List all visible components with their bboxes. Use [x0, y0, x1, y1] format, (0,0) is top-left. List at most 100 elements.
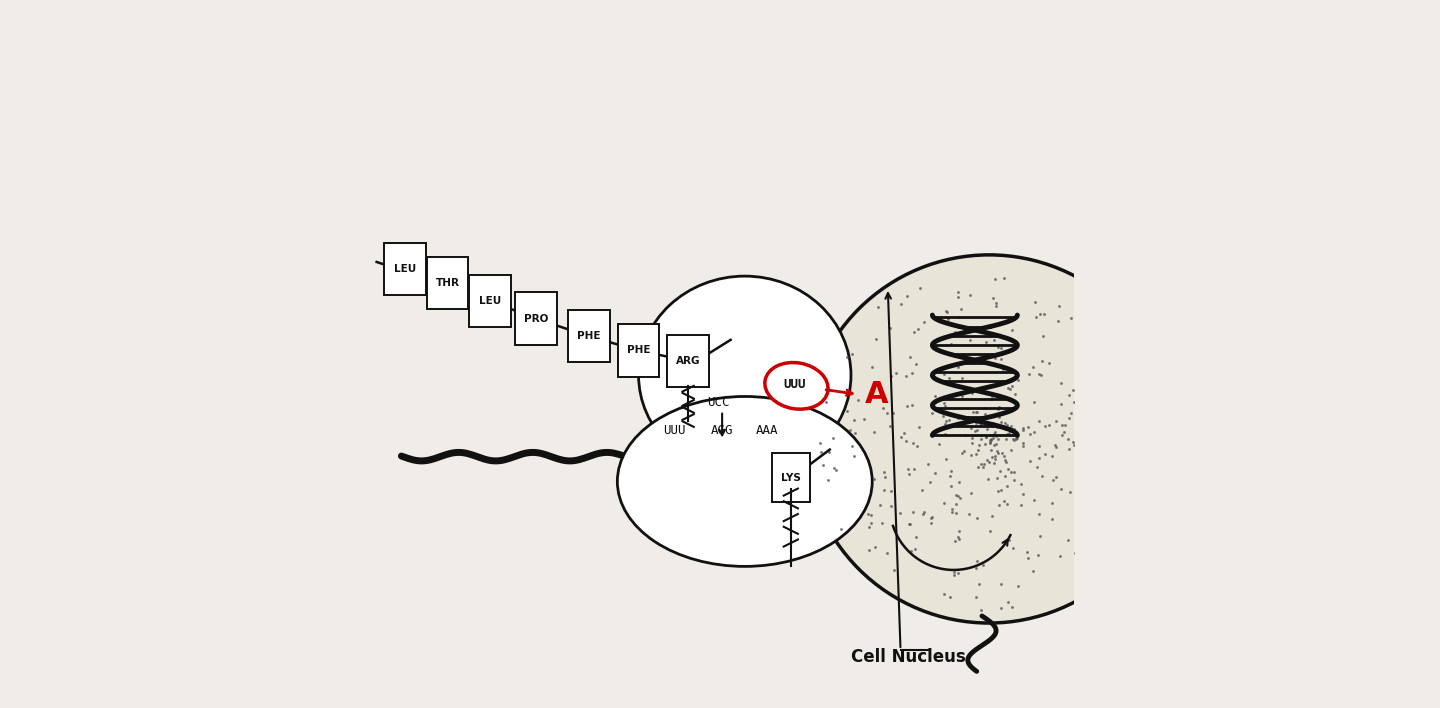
- Point: [1061, 384, 1084, 395]
- Point: [969, 605, 992, 616]
- Point: [1074, 362, 1097, 373]
- Point: [907, 422, 930, 433]
- Point: [979, 394, 1002, 405]
- Point: [965, 592, 988, 603]
- Point: [972, 414, 995, 426]
- Point: [999, 467, 1022, 478]
- Point: [985, 473, 1008, 484]
- Point: [939, 480, 962, 491]
- Text: UUU: UUU: [662, 424, 685, 437]
- Point: [1004, 433, 1027, 445]
- Point: [899, 352, 922, 363]
- Point: [996, 428, 1020, 440]
- Point: [900, 545, 923, 556]
- Point: [1102, 551, 1125, 562]
- Point: [1034, 421, 1057, 432]
- Point: [972, 416, 995, 427]
- Point: [995, 480, 1018, 491]
- Point: [989, 353, 1012, 365]
- Point: [933, 401, 956, 412]
- Point: [992, 364, 1015, 375]
- FancyBboxPatch shape: [469, 275, 511, 327]
- Point: [996, 596, 1020, 607]
- Point: [861, 361, 884, 372]
- Point: [880, 486, 903, 497]
- Point: [994, 417, 1017, 428]
- Text: PHE: PHE: [626, 346, 651, 355]
- Point: [890, 298, 913, 309]
- Point: [994, 450, 1017, 462]
- Point: [1047, 315, 1070, 326]
- Point: [927, 438, 950, 450]
- Point: [863, 541, 886, 552]
- Point: [1070, 355, 1093, 366]
- Point: [973, 408, 996, 419]
- Point: [1087, 404, 1110, 416]
- Point: [1110, 383, 1133, 394]
- Point: [816, 474, 840, 486]
- Point: [1022, 426, 1045, 438]
- Point: [1031, 331, 1054, 342]
- Point: [1053, 426, 1076, 438]
- Point: [901, 507, 924, 518]
- Point: [1058, 486, 1081, 498]
- Text: LYS: LYS: [780, 473, 801, 483]
- Point: [900, 367, 923, 379]
- Point: [1028, 508, 1051, 519]
- Point: [1081, 433, 1104, 444]
- Point: [1027, 440, 1050, 452]
- Point: [1070, 559, 1093, 571]
- Point: [1048, 551, 1071, 562]
- Point: [858, 544, 881, 556]
- Point: [988, 421, 1011, 433]
- Point: [868, 499, 891, 510]
- Point: [937, 372, 960, 384]
- Point: [1009, 499, 1032, 510]
- Point: [937, 420, 960, 431]
- Point: [981, 429, 1004, 440]
- Point: [937, 313, 960, 324]
- Point: [924, 467, 948, 479]
- Point: [822, 462, 845, 474]
- Point: [919, 476, 942, 488]
- Point: [972, 402, 995, 413]
- Point: [1011, 489, 1034, 500]
- Point: [982, 417, 1005, 428]
- Point: [948, 525, 971, 537]
- Point: [933, 497, 956, 508]
- Point: [988, 500, 1011, 511]
- Point: [979, 433, 1002, 444]
- Point: [1056, 534, 1079, 545]
- Point: [996, 382, 1020, 394]
- Point: [1041, 497, 1064, 508]
- Point: [1064, 547, 1087, 559]
- Point: [822, 432, 845, 443]
- Point: [901, 399, 924, 410]
- Point: [948, 312, 971, 323]
- Point: [920, 511, 943, 523]
- Point: [946, 567, 969, 578]
- Point: [935, 307, 958, 318]
- Point: [985, 300, 1008, 312]
- Point: [966, 555, 989, 566]
- Point: [920, 512, 943, 523]
- Text: A: A: [865, 380, 888, 409]
- Point: [860, 518, 883, 529]
- Point: [1041, 513, 1064, 525]
- Point: [985, 446, 1008, 457]
- Point: [1083, 377, 1106, 388]
- Text: Cell Nucleus: Cell Nucleus: [851, 648, 966, 666]
- Point: [960, 387, 984, 399]
- Point: [989, 416, 1012, 428]
- Point: [897, 469, 920, 480]
- Point: [965, 513, 988, 524]
- Point: [876, 547, 899, 559]
- Point: [1096, 344, 1119, 355]
- Point: [1068, 457, 1092, 468]
- Point: [926, 312, 949, 323]
- Point: [999, 445, 1022, 456]
- Point: [1001, 542, 1024, 554]
- Point: [939, 466, 962, 477]
- Point: [1063, 439, 1086, 450]
- Point: [984, 273, 1007, 285]
